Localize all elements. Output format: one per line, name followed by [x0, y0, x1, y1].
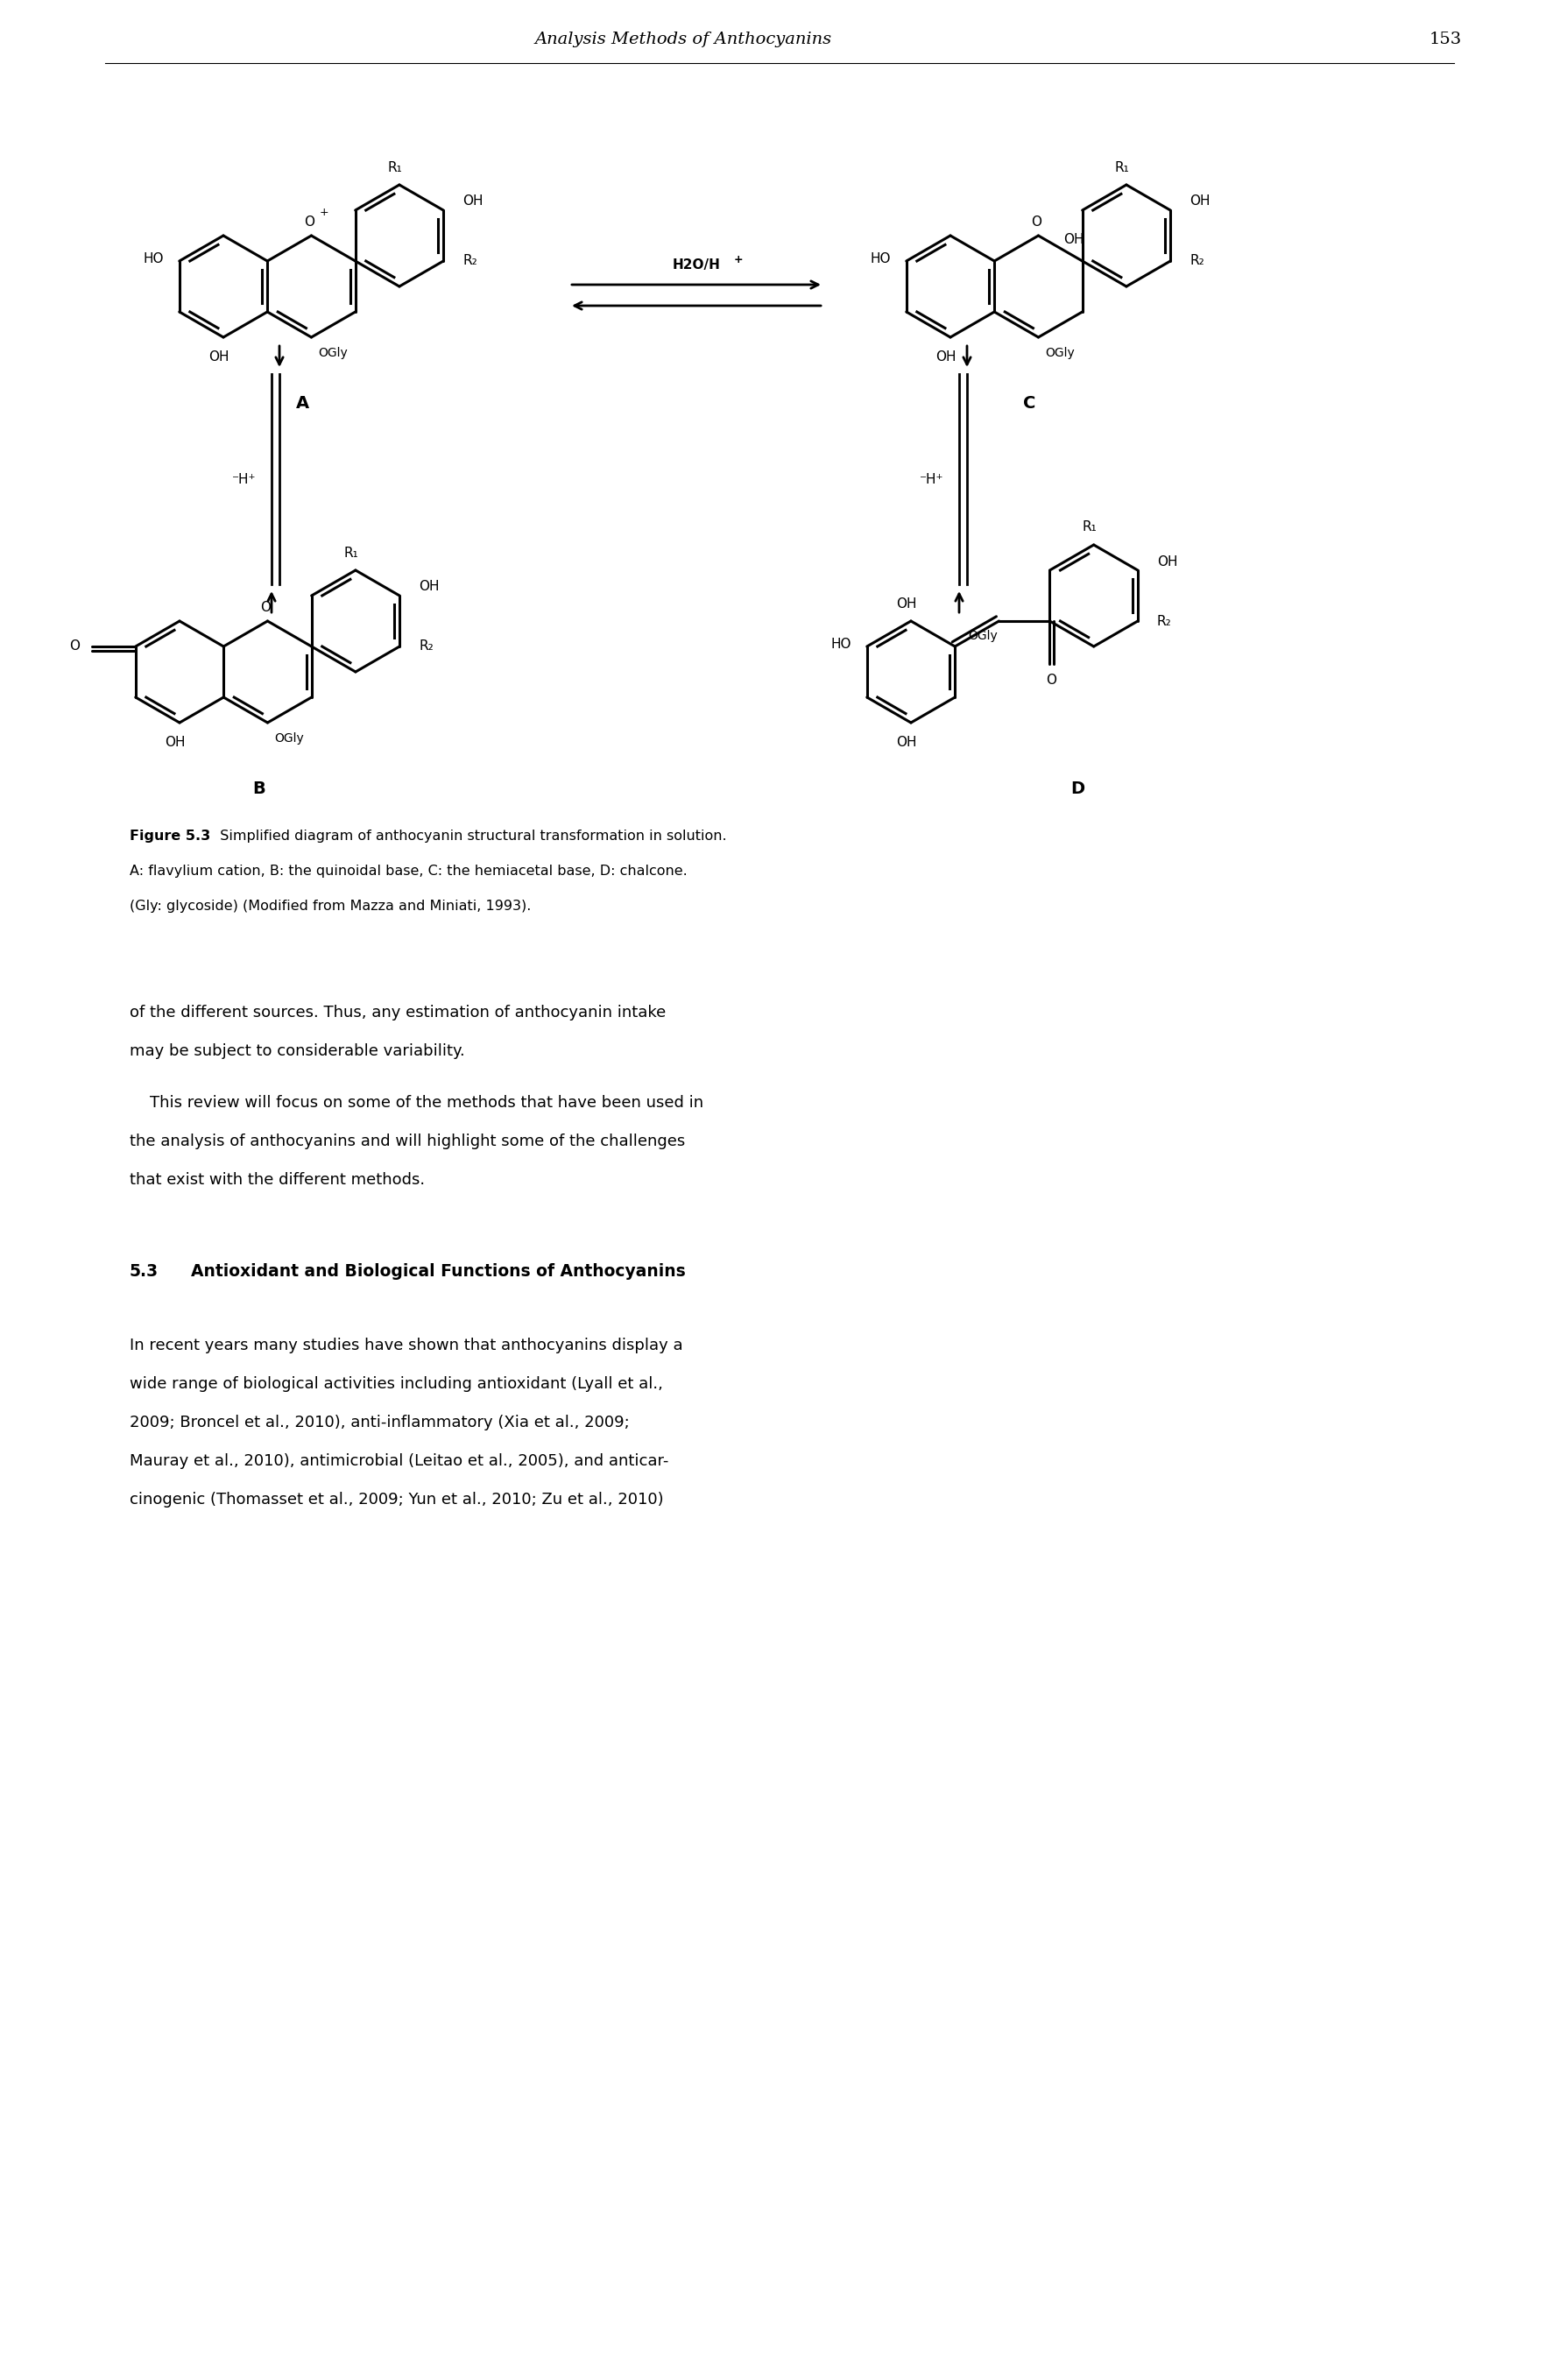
Text: OGly: OGly: [318, 347, 348, 359]
Text: ⁻H⁺: ⁻H⁺: [919, 474, 943, 486]
Text: may be subject to considerable variability.: may be subject to considerable variabili…: [129, 1042, 464, 1059]
Text: HO: HO: [831, 638, 851, 652]
Text: A: flavylium cation, B: the quinoidal base, C: the hemiacetal base, D: chalcone.: A: flavylium cation, B: the quinoidal ba…: [129, 864, 688, 878]
Text: the analysis of anthocyanins and will highlight some of the challenges: the analysis of anthocyanins and will hi…: [129, 1133, 685, 1150]
Text: C: C: [1023, 395, 1036, 412]
Text: R₂: R₂: [463, 255, 477, 267]
Text: OGly: OGly: [968, 631, 997, 643]
Text: R₂: R₂: [1157, 614, 1171, 628]
Text: H2O/H: H2O/H: [672, 257, 721, 271]
Text: Simplified diagram of anthocyanin structural transformation in solution.: Simplified diagram of anthocyanin struct…: [211, 831, 727, 843]
Text: +: +: [733, 255, 742, 267]
Text: O: O: [1047, 674, 1056, 685]
Text: Mauray et al., 2010), antimicrobial (Leitao et al., 2005), and anticar-: Mauray et al., 2010), antimicrobial (Lei…: [129, 1454, 669, 1468]
Text: HO: HO: [870, 252, 890, 267]
Text: R₂: R₂: [1190, 255, 1204, 267]
Text: OH: OH: [463, 195, 483, 207]
Text: B: B: [252, 781, 266, 797]
Text: A: A: [297, 395, 309, 412]
Text: OGly: OGly: [275, 733, 304, 745]
Text: 5.3: 5.3: [129, 1264, 158, 1280]
Text: R₁: R₁: [388, 162, 402, 174]
Text: Antioxidant and Biological Functions of Anthocyanins: Antioxidant and Biological Functions of …: [191, 1264, 685, 1280]
Text: In recent years many studies have shown that anthocyanins display a: In recent years many studies have shown …: [129, 1338, 683, 1354]
Text: OH: OH: [1064, 233, 1084, 245]
Text: R₁: R₁: [343, 545, 359, 559]
Text: OH: OH: [1190, 195, 1210, 207]
Text: OH: OH: [1157, 555, 1177, 569]
Text: Figure 5.3: Figure 5.3: [129, 831, 211, 843]
Text: R₁: R₁: [1115, 162, 1129, 174]
Text: 153: 153: [1429, 31, 1461, 48]
Text: that exist with the different methods.: that exist with the different methods.: [129, 1171, 426, 1188]
Text: R₂: R₂: [419, 640, 433, 652]
Text: OH: OH: [896, 597, 916, 609]
Text: OH: OH: [208, 350, 230, 364]
Text: HO: HO: [143, 252, 163, 267]
Text: OH: OH: [936, 350, 957, 364]
Text: This review will focus on some of the methods that have been used in: This review will focus on some of the me…: [129, 1095, 704, 1111]
Text: Analysis Methods of Anthocyanins: Analysis Methods of Anthocyanins: [534, 31, 832, 48]
Text: +: +: [318, 207, 328, 219]
Text: cinogenic (Thomasset et al., 2009; Yun et al., 2010; Zu et al., 2010): cinogenic (Thomasset et al., 2009; Yun e…: [129, 1492, 663, 1507]
Text: wide range of biological activities including antioxidant (Lyall et al.,: wide range of biological activities incl…: [129, 1376, 663, 1392]
Text: O: O: [304, 214, 315, 228]
Text: OH: OH: [419, 581, 439, 593]
Text: D: D: [1070, 781, 1084, 797]
Text: R₁: R₁: [1082, 521, 1096, 533]
Text: O: O: [261, 600, 272, 614]
Text: O: O: [1031, 214, 1042, 228]
Text: of the different sources. Thus, any estimation of anthocyanin intake: of the different sources. Thus, any esti…: [129, 1004, 666, 1021]
Text: OGly: OGly: [1045, 347, 1075, 359]
Text: O: O: [70, 640, 81, 652]
Text: ⁻H⁺: ⁻H⁺: [231, 474, 256, 486]
Text: OH: OH: [896, 735, 916, 750]
Text: (Gly: glycoside) (Modified from Mazza and Miniati, 1993).: (Gly: glycoside) (Modified from Mazza an…: [129, 900, 531, 914]
Text: OH: OH: [165, 735, 185, 750]
Text: 2009; Broncel et al., 2010), anti-inflammatory (Xia et al., 2009;: 2009; Broncel et al., 2010), anti-inflam…: [129, 1414, 629, 1430]
